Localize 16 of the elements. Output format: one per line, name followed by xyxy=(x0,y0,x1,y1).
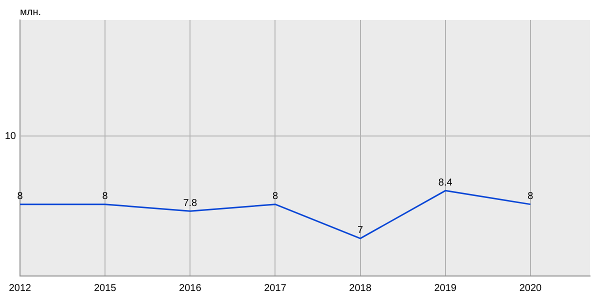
data-label: 8 xyxy=(102,191,108,202)
data-label: 7 xyxy=(358,225,364,236)
data-label: 8.4 xyxy=(438,177,453,188)
x-tick-label: 2019 xyxy=(434,282,457,294)
x-tick-label: 2017 xyxy=(264,282,287,294)
ref-line-label: 10 xyxy=(4,130,16,142)
data-label: 8 xyxy=(272,191,278,202)
data-label: 8 xyxy=(17,191,24,202)
data-label: 7.8 xyxy=(183,198,198,209)
x-tick-label: 2016 xyxy=(179,282,202,294)
data-label: 8 xyxy=(528,191,534,202)
x-tick-label: 2015 xyxy=(94,282,117,294)
x-tick-label: 2018 xyxy=(349,282,372,294)
x-tick-label: 2012 xyxy=(8,282,32,294)
x-tick-label: 2020 xyxy=(519,282,542,294)
y-axis-title: млн. xyxy=(20,6,42,18)
